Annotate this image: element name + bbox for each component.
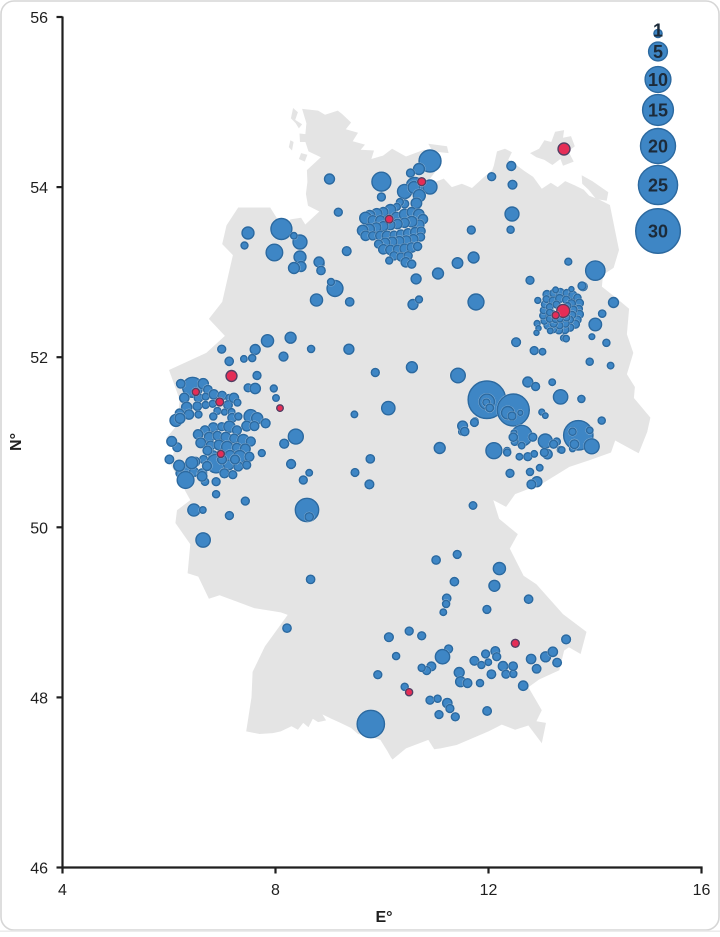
svg-text:25: 25	[648, 176, 668, 196]
svg-text:4: 4	[58, 882, 67, 899]
svg-text:N°: N°	[8, 433, 25, 451]
svg-text:46: 46	[30, 861, 48, 878]
svg-text:56: 56	[30, 10, 48, 27]
svg-text:8: 8	[271, 882, 280, 899]
svg-text:54: 54	[30, 180, 48, 197]
svg-text:52: 52	[30, 350, 48, 367]
svg-text:20: 20	[648, 137, 668, 157]
svg-text:15: 15	[648, 101, 668, 121]
svg-text:12: 12	[480, 882, 498, 899]
svg-text:50: 50	[30, 520, 48, 537]
svg-text:E°: E°	[375, 909, 392, 926]
svg-text:10: 10	[648, 70, 668, 90]
svg-text:30: 30	[648, 222, 668, 242]
svg-text:16: 16	[693, 882, 711, 899]
svg-text:1: 1	[653, 21, 663, 41]
svg-text:48: 48	[30, 690, 48, 707]
svg-text:5: 5	[653, 42, 663, 62]
